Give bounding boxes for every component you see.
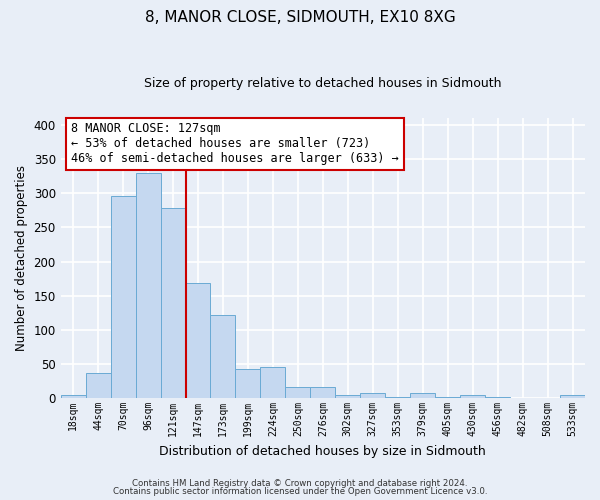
Bar — [86, 373, 110, 398]
Title: Size of property relative to detached houses in Sidmouth: Size of property relative to detached ho… — [144, 78, 502, 90]
Bar — [110, 196, 136, 398]
Bar — [61, 396, 86, 398]
X-axis label: Distribution of detached houses by size in Sidmouth: Distribution of detached houses by size … — [160, 444, 486, 458]
Bar — [185, 284, 211, 398]
Text: Contains public sector information licensed under the Open Government Licence v3: Contains public sector information licen… — [113, 487, 487, 496]
Text: 8, MANOR CLOSE, SIDMOUTH, EX10 8XG: 8, MANOR CLOSE, SIDMOUTH, EX10 8XG — [145, 10, 455, 25]
Bar — [310, 386, 335, 398]
Bar — [211, 315, 235, 398]
Bar — [286, 387, 310, 398]
Y-axis label: Number of detached properties: Number of detached properties — [15, 165, 28, 351]
Bar — [235, 369, 260, 398]
Bar — [360, 394, 385, 398]
Text: Contains HM Land Registry data © Crown copyright and database right 2024.: Contains HM Land Registry data © Crown c… — [132, 478, 468, 488]
Bar — [136, 174, 161, 398]
Bar — [335, 394, 360, 398]
Text: 8 MANOR CLOSE: 127sqm
← 53% of detached houses are smaller (723)
46% of semi-det: 8 MANOR CLOSE: 127sqm ← 53% of detached … — [71, 122, 399, 166]
Bar — [460, 394, 485, 398]
Bar — [410, 394, 435, 398]
Bar — [161, 208, 185, 398]
Bar — [560, 396, 585, 398]
Bar — [260, 366, 286, 398]
